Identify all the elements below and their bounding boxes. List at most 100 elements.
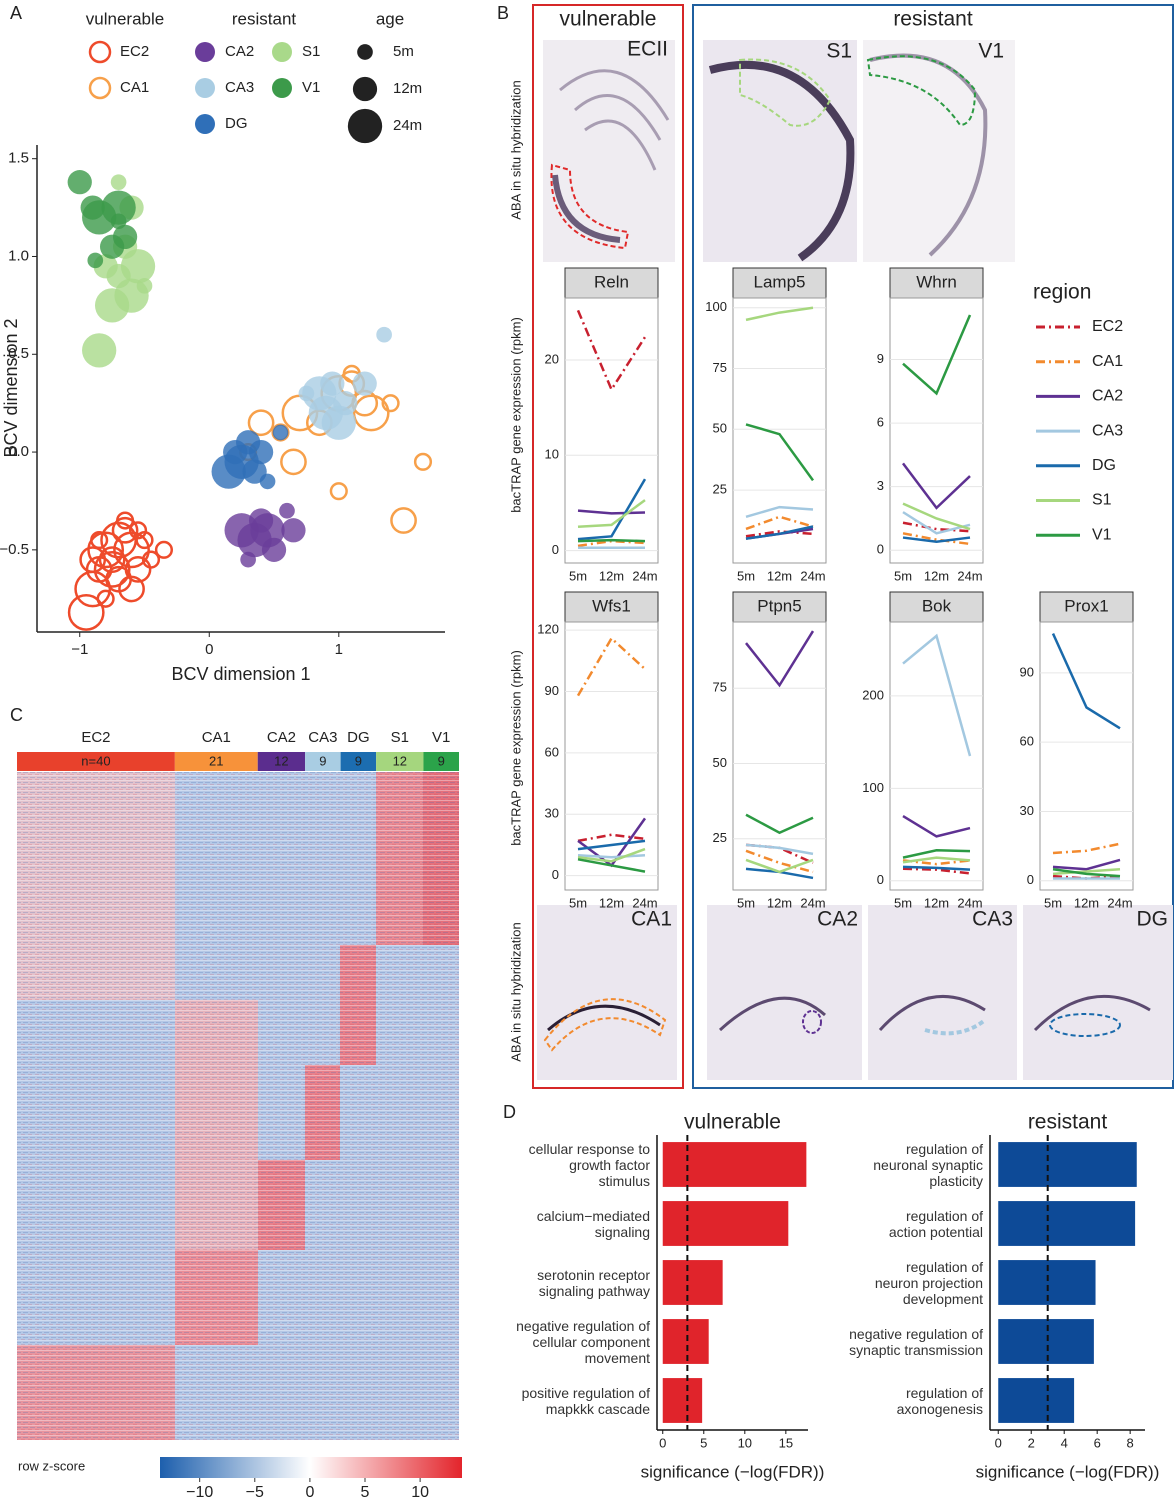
x-tick-label: 24m [632, 568, 657, 583]
line [902, 511, 971, 535]
y-tick-label: 1.0 [8, 247, 29, 264]
line [745, 858, 814, 874]
legend-label: CA3 [225, 79, 254, 96]
category-label: regulation of neuronal synaptic plastici… [873, 1140, 983, 1189]
point [272, 424, 289, 441]
x-tick-label: 5 [700, 1435, 707, 1450]
legend-label: S1 [302, 43, 320, 60]
legend-symbol [272, 42, 292, 62]
y-axis-label: BCV dimension 2 [1, 318, 21, 457]
point [141, 550, 161, 569]
x-axis-label: significance (−log(FDR)) [976, 1462, 1160, 1481]
column-count: 9 [355, 753, 362, 768]
axis-label: ABA in situ hybridization [508, 922, 523, 1061]
y-tick-label: 0 [877, 872, 884, 887]
column-count: 12 [274, 753, 288, 768]
legend-symbol [272, 78, 292, 98]
x-tick-label: 12m [767, 568, 792, 583]
legend-label: CA1 [1092, 353, 1123, 370]
legend-label: EC2 [120, 43, 149, 60]
x-tick-label: 0 [659, 1435, 666, 1450]
x-tick-label: 5m [737, 895, 755, 910]
line [577, 499, 646, 529]
ish-label: S1 [826, 40, 852, 63]
y-tick-label: 0 [877, 542, 884, 557]
point [329, 482, 348, 501]
vulnerable-frame [532, 4, 684, 1089]
y-tick-label: 100 [862, 780, 884, 795]
size-legend-symbol [352, 76, 378, 102]
line [577, 853, 646, 859]
category-label: negative regulation of cellular componen… [516, 1317, 650, 1366]
line [577, 538, 646, 543]
y-tick-label: 30 [545, 806, 559, 821]
x-tick-label: 24m [632, 895, 657, 910]
line [577, 478, 647, 541]
point [111, 516, 139, 544]
legend-title: age [376, 9, 404, 28]
point [101, 190, 136, 225]
strip [1039, 591, 1134, 623]
point [90, 531, 109, 550]
line [577, 509, 646, 515]
chart-title: Ptpn5 [757, 596, 801, 615]
plot-area [564, 297, 659, 564]
y-tick-label: 1.5 [8, 150, 29, 167]
ish-label: CA1 [631, 908, 672, 931]
x-tick-label: 10 [738, 1435, 752, 1450]
category-label: regulation of neuron projection developm… [874, 1258, 983, 1307]
point [115, 511, 135, 530]
point [376, 326, 392, 343]
y-tick-label: 60 [1020, 734, 1034, 749]
point [352, 371, 377, 396]
point [93, 551, 131, 588]
legend-label: CA1 [120, 79, 149, 96]
column-label: V1 [432, 729, 450, 746]
y-tick-label: 100 [705, 299, 727, 314]
point [247, 409, 275, 437]
chart-title: Wfs1 [592, 596, 631, 615]
bar [998, 1142, 1137, 1187]
point [280, 448, 307, 476]
point [413, 452, 433, 471]
strip [564, 267, 659, 299]
legend-label: 12m [393, 80, 422, 97]
line [902, 867, 971, 875]
x-tick-label: 1 [335, 641, 343, 658]
legend-label: DG [225, 115, 248, 132]
column-group [17, 752, 175, 771]
colorbar [160, 1457, 462, 1478]
x-tick-label: 24m [800, 895, 825, 910]
column-label: CA3 [308, 729, 337, 746]
strip [732, 267, 827, 299]
plot-area [732, 621, 827, 891]
point [321, 405, 356, 440]
column-count: 9 [319, 753, 326, 768]
column-count: n=40 [81, 753, 110, 768]
ish-label: DG [1137, 908, 1169, 931]
colorbar-tick-label: −10 [186, 1484, 213, 1500]
x-axis-label: BCV dimension 1 [171, 664, 310, 684]
line [577, 839, 646, 851]
line [745, 813, 814, 835]
chart-title: Reln [594, 272, 629, 291]
point [390, 507, 417, 534]
y-tick-label: 6 [877, 415, 884, 430]
x-tick-label: 12m [924, 895, 949, 910]
y-tick-label: 0 [1027, 872, 1034, 887]
y-tick-label: 0 [552, 867, 559, 882]
point [87, 252, 104, 269]
category-label: negative regulation of synaptic transmis… [849, 1325, 983, 1358]
x-tick-label: 12m [1074, 895, 1099, 910]
y-tick-label: 10 [545, 447, 559, 462]
line [902, 859, 971, 866]
size-legend-symbol [357, 44, 373, 60]
x-tick-label: 5m [569, 895, 587, 910]
x-tick-label: 5m [894, 568, 912, 583]
point [248, 439, 274, 465]
category-label: regulation of axonogenesis [896, 1384, 983, 1417]
point [67, 170, 92, 195]
legend-label: EC2 [1092, 318, 1123, 335]
